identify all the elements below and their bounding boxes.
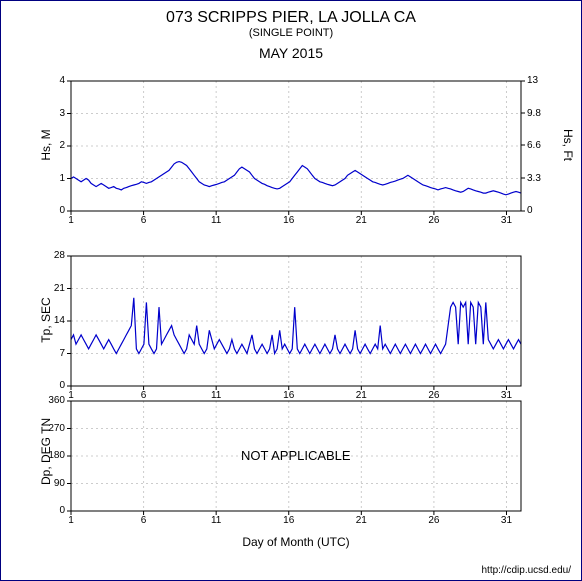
ytick-label: 90 [54,478,65,489]
xtick-label: 21 [353,390,369,401]
ytick-label: 2 [59,140,65,151]
xtick-label: 16 [281,390,297,401]
y-axis-label: Hs, M [39,115,53,175]
xtick-label: 11 [208,215,224,226]
xtick-label: 6 [136,215,152,226]
ytick-label: 14 [54,315,65,326]
ytick-label: 1 [59,173,65,184]
xtick-label: 11 [208,515,224,526]
page-title: 073 SCRIPPS PIER, LA JOLLA CA [1,9,581,27]
chart-page: 073 SCRIPPS PIER, LA JOLLA CA (SINGLE PO… [0,0,582,581]
xtick-label: 1 [63,515,79,526]
y-axis-label: Dp, DEG TN [39,425,53,485]
xtick-label: 31 [498,515,514,526]
ytick-label: 4 [59,75,65,86]
xtick-label: 16 [281,515,297,526]
x-axis-label: Day of Month (UTC) [71,535,521,549]
xtick-label: 31 [498,215,514,226]
page-month: MAY 2015 [1,45,581,61]
not-applicable-text: NOT APPLICABLE [241,448,351,463]
xtick-label: 1 [63,215,79,226]
ytick-right-label: 6.6 [527,140,541,151]
dp-chart: 090180270360161116212631Dp, DEG TNNOT AP… [71,401,521,511]
ytick-right-label: 3.3 [527,173,541,184]
ytick-label: 3 [59,108,65,119]
xtick-label: 1 [63,390,79,401]
xtick-label: 6 [136,515,152,526]
xtick-label: 6 [136,390,152,401]
ytick-label: 360 [48,395,65,406]
xtick-label: 26 [426,390,442,401]
tp-chart: 07142128161116212631Tp, SEC [71,256,521,386]
xtick-label: 21 [353,515,369,526]
ytick-right-label: 0 [527,205,533,216]
ytick-right-label: 9.8 [527,108,541,119]
ytick-label: 28 [54,250,65,261]
y-axis-right-label: Hs, Ft [561,120,575,170]
xtick-label: 26 [426,515,442,526]
footer-url: http://cdip.ucsd.edu/ [481,565,571,576]
xtick-label: 21 [353,215,369,226]
ytick-right-label: 13 [527,75,538,86]
y-axis-label: Tp, SEC [39,290,53,350]
xtick-label: 16 [281,215,297,226]
xtick-label: 11 [208,390,224,401]
ytick-label: 21 [54,283,65,294]
ytick-label: 7 [59,348,65,359]
hs-chart: 0123403.36.69.813161116212631Hs, MHs, Ft [71,81,521,211]
page-subtitle: (SINGLE POINT) [1,27,581,39]
xtick-label: 31 [498,390,514,401]
xtick-label: 26 [426,215,442,226]
